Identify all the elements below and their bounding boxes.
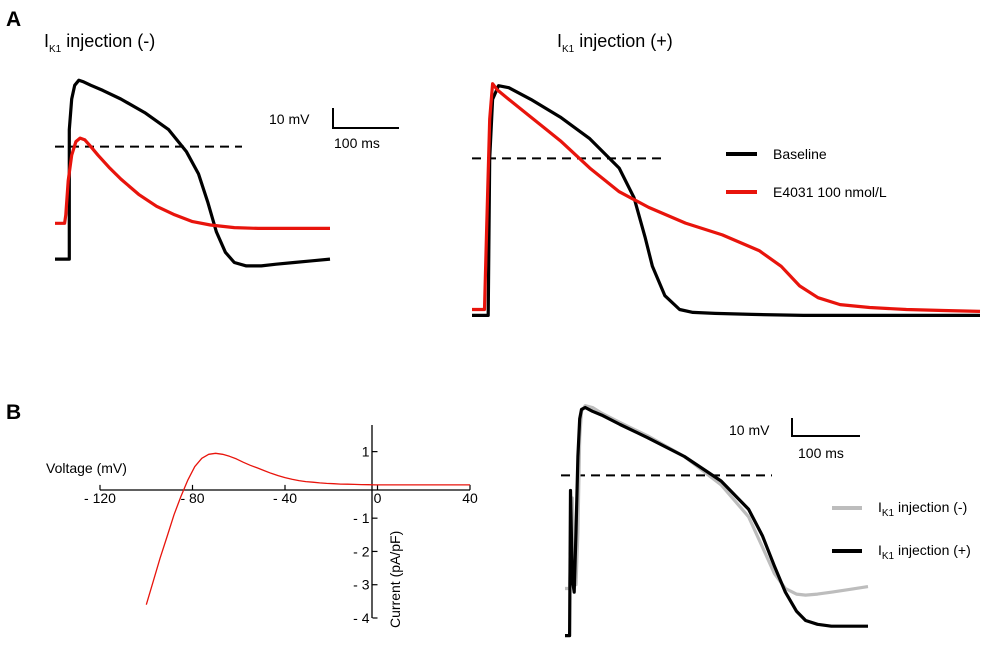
b-scale-bar-voltage-label: 10 mV bbox=[729, 422, 770, 438]
plot-traces bbox=[55, 78, 981, 638]
legend-label-baseline: Baseline bbox=[773, 146, 827, 162]
iv-ylabel: Current (pA/pF) bbox=[387, 531, 403, 628]
panel-label-b: B bbox=[6, 401, 21, 424]
b-right-series-0 bbox=[565, 404, 869, 597]
panel-label-a: A bbox=[6, 8, 21, 31]
iv-ytick-label: - 3 bbox=[353, 577, 370, 593]
a-left-series-1 bbox=[55, 136, 330, 230]
b-left-series-0 bbox=[145, 452, 470, 605]
a-scale-bar-time-label: 100 ms bbox=[334, 135, 380, 151]
b-scale-bar-lines bbox=[791, 418, 860, 437]
iv-ytick-label: - 2 bbox=[353, 543, 370, 559]
a-left-title: IK1 injection (-) bbox=[44, 31, 155, 55]
a-scale-bar-voltage-label: 10 mV bbox=[269, 111, 310, 127]
b-legend: IK1 injection (-) IK1 injection (+) bbox=[832, 499, 971, 562]
iv-xtick-label: - 120 bbox=[84, 490, 116, 506]
a-right-series-0 bbox=[472, 84, 980, 317]
b-right-series-1 bbox=[565, 405, 868, 638]
legend-label-ik1-pos: IK1 injection (+) bbox=[878, 542, 971, 562]
b-scale-bar: 10 mV 100 ms bbox=[729, 418, 860, 461]
iv-ticks: - 120 - 80 - 40 0 40 1 - 1 - 2 - 3 - 4 bbox=[84, 444, 478, 626]
iv-xtick-label: 0 bbox=[374, 490, 382, 506]
iv-xtick-label: - 40 bbox=[273, 490, 297, 506]
a-scale-bar: 10 mV 100 ms bbox=[269, 108, 399, 151]
a-legend: Baseline E4031 100 nmol/L bbox=[726, 146, 887, 200]
b-scale-bar-time-label: 100 ms bbox=[798, 445, 844, 461]
iv-ytick-label: - 4 bbox=[353, 610, 370, 626]
a-scale-bar-lines bbox=[332, 108, 399, 129]
iv-xlabel: Voltage (mV) bbox=[46, 460, 127, 476]
iv-ytick-label: - 1 bbox=[353, 510, 370, 526]
iv-plot: Voltage (mV) Current (pA/pF) - 120- 80- … bbox=[46, 425, 478, 628]
iv-xtick-label: - 80 bbox=[180, 490, 204, 506]
a-right-series-1 bbox=[472, 82, 981, 313]
iv-ytick-label: 1 bbox=[362, 444, 370, 460]
legend-label-ik1-neg: IK1 injection (-) bbox=[878, 499, 967, 519]
iv-xtick-label: 40 bbox=[462, 490, 478, 506]
legend-label-e4031: E4031 100 nmol/L bbox=[773, 184, 887, 200]
a-left-series-0 bbox=[55, 78, 331, 268]
a-right-title: IK1 injection (+) bbox=[557, 31, 673, 55]
